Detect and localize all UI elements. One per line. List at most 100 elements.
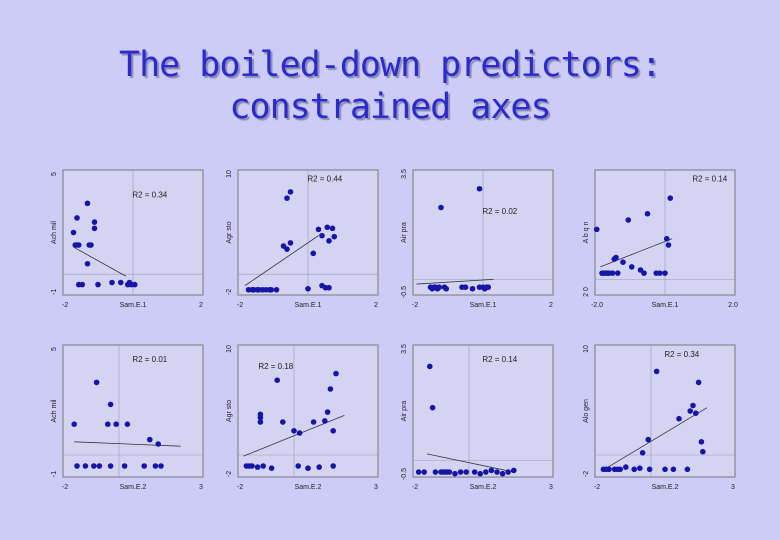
- data-point: [609, 270, 616, 276]
- y-axis-label: Ach mil: [51, 399, 58, 422]
- data-point: [645, 436, 651, 443]
- x-tick-max: 2: [374, 302, 378, 309]
- data-point: [268, 286, 275, 293]
- x-tick-min: -2: [62, 484, 68, 491]
- x-axis-label: Sam.E.2: [470, 484, 497, 491]
- data-point: [613, 254, 619, 261]
- data-point: [432, 469, 439, 475]
- title-line-1: The boiled-down predictors:: [119, 45, 662, 85]
- data-point: [71, 421, 77, 428]
- data-point: [109, 279, 115, 286]
- y-tick-min: -0.5: [401, 468, 408, 480]
- regression-line: [600, 238, 673, 268]
- data-point: [429, 404, 436, 411]
- data-point: [462, 284, 469, 290]
- data-point: [296, 430, 303, 436]
- data-point: [75, 281, 82, 288]
- data-point: [316, 464, 323, 470]
- scatter-panel-5: -2 Sam.E.2 3 -1 Ach mil 5 R2 = 0.01: [51, 344, 204, 491]
- x-tick-min: -2: [237, 302, 243, 309]
- r2-annotation: R2 = 0.18: [258, 362, 293, 371]
- data-point: [107, 463, 114, 469]
- data-point: [93, 379, 100, 386]
- data-point: [628, 264, 635, 270]
- r2-annotation: R2 = 0.34: [664, 350, 699, 359]
- data-point: [663, 235, 670, 242]
- data-point: [84, 260, 91, 267]
- data-point: [443, 285, 450, 292]
- x-tick-min: -2: [412, 484, 418, 491]
- regression-line: [244, 235, 319, 286]
- x-axis-label: Sam.E.1: [470, 302, 497, 309]
- data-point: [284, 195, 290, 201]
- r2-annotation: R2 = 0.44: [307, 174, 342, 183]
- y-tick-min: -2: [583, 471, 590, 477]
- data-point: [477, 470, 484, 477]
- y-tick-min: -2: [226, 289, 233, 295]
- data-point: [291, 428, 297, 434]
- data-point: [113, 421, 119, 428]
- data-point: [662, 466, 668, 473]
- data-point: [499, 470, 506, 477]
- data-point: [268, 465, 275, 472]
- data-point: [257, 414, 264, 421]
- data-point: [121, 463, 128, 469]
- data-point: [687, 408, 693, 414]
- data-point: [287, 189, 294, 195]
- x-axis-label: Sam.E.2: [120, 484, 147, 491]
- data-point: [330, 463, 337, 469]
- y-axis-label: Agr sto: [226, 400, 233, 422]
- data-point: [124, 421, 131, 428]
- data-point: [646, 466, 653, 473]
- data-point: [84, 200, 91, 207]
- data-point: [324, 409, 331, 415]
- title-line-2: constrained axes: [229, 87, 551, 127]
- data-point: [107, 401, 114, 408]
- scatter-panel-2: -2 Sam.E.1 2 -2 Agr sto 10 R2 = 0.44: [226, 169, 379, 309]
- plot-area: [594, 344, 736, 478]
- data-point: [330, 428, 337, 434]
- data-point: [91, 463, 97, 469]
- y-tick-max: 5: [51, 347, 58, 351]
- data-point: [421, 469, 428, 475]
- data-point: [310, 250, 317, 257]
- scatter-panel-6: -2 Sam.E.2 3 -2 Agr sto 10 R2 = 0.18: [226, 344, 379, 491]
- regression-line: [74, 441, 181, 447]
- data-point: [614, 270, 621, 276]
- data-point: [86, 242, 93, 248]
- y-axis-label: Agr sto: [226, 221, 233, 243]
- slide-title: The boiled-down predictors: constrained …: [0, 44, 780, 128]
- y-axis-label: Alo gen: [583, 399, 590, 423]
- y-tick-min: 2 0: [583, 287, 590, 297]
- x-axis-label: Sam.E.2: [295, 484, 322, 491]
- data-point: [322, 418, 328, 424]
- data-point: [319, 232, 325, 239]
- data-point: [331, 233, 338, 240]
- data-point: [593, 226, 600, 233]
- data-point: [95, 281, 101, 288]
- r2-annotation: R2 = 0.02: [482, 207, 517, 216]
- data-point: [284, 246, 290, 252]
- x-tick-max: 3: [549, 484, 553, 491]
- data-point: [436, 284, 443, 290]
- x-tick-max: 3: [374, 484, 378, 491]
- data-point: [158, 463, 164, 469]
- data-point: [91, 219, 98, 225]
- data-point: [617, 466, 623, 473]
- x-tick-min: -2: [237, 484, 243, 491]
- data-point: [96, 463, 103, 469]
- data-point: [700, 448, 706, 455]
- data-point: [254, 464, 261, 470]
- data-point: [333, 370, 339, 377]
- regression-line: [416, 278, 494, 285]
- x-tick-max: 2.0: [728, 302, 738, 309]
- plot-area: [62, 344, 204, 478]
- x-tick-max: 2: [199, 302, 203, 309]
- data-point: [295, 463, 302, 469]
- data-point: [620, 259, 626, 265]
- scatter-panel-3: -2 Sam.E.1 2 -0.5 Air pra 3.5 R2 = 0.02: [401, 169, 554, 309]
- data-point: [74, 463, 80, 469]
- data-point: [485, 284, 492, 290]
- scatter-panel-7: -2 Sam.E.2 3 -0.5 Air pra 3.5 R2 = 0.14: [401, 344, 554, 491]
